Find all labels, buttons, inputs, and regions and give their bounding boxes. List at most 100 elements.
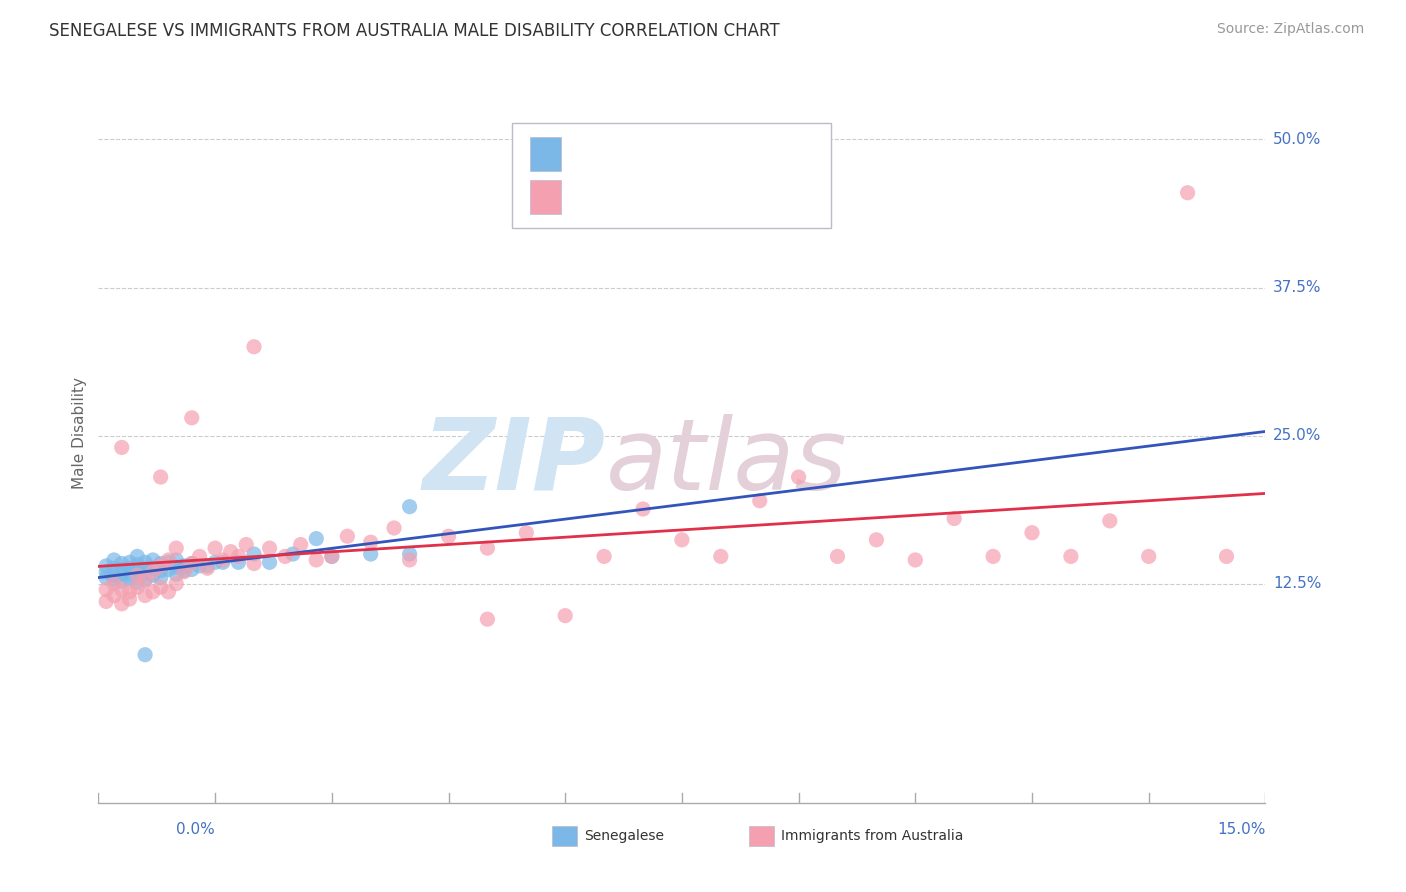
Point [212, 555, 235, 569]
Point [134, 573, 156, 587]
Point [103, 573, 125, 587]
Point [149, 558, 172, 573]
Point [195, 558, 218, 573]
Point [943, 511, 966, 525]
Point [228, 549, 250, 564]
Point [134, 566, 156, 580]
Point [188, 549, 211, 564]
Point [142, 553, 165, 567]
Point [142, 561, 165, 575]
Point [477, 541, 499, 555]
Point [165, 560, 187, 574]
Point [274, 549, 297, 564]
Point [118, 592, 141, 607]
Point [477, 612, 499, 626]
Point [111, 562, 134, 576]
Point [157, 553, 180, 567]
Text: 12.5%: 12.5% [1274, 576, 1322, 591]
Point [173, 558, 195, 573]
Point [96, 571, 118, 585]
Point [243, 557, 266, 571]
Point [127, 558, 149, 572]
Point [290, 537, 312, 551]
Point [142, 568, 165, 582]
Point [111, 582, 134, 597]
Point [134, 561, 156, 575]
Point [157, 555, 180, 569]
Point [398, 553, 420, 567]
Text: 50.0%: 50.0% [1274, 132, 1322, 147]
Point [336, 529, 359, 543]
Point [157, 585, 180, 599]
Point [118, 572, 141, 586]
Point [865, 533, 887, 547]
Point [671, 533, 693, 547]
Point [180, 557, 202, 571]
Point [165, 541, 187, 555]
Point [1060, 549, 1083, 564]
Text: Senegalese: Senegalese [585, 829, 664, 843]
Text: R = 0.032   N = 53: R = 0.032 N = 53 [572, 145, 730, 163]
Y-axis label: Male Disability: Male Disability [72, 376, 87, 489]
Point [515, 525, 537, 540]
Point [398, 500, 420, 514]
Point [134, 648, 156, 662]
Point [118, 555, 141, 569]
Point [1215, 549, 1237, 564]
Point [243, 547, 266, 561]
Point [382, 521, 405, 535]
Text: Immigrants from Australia: Immigrants from Australia [782, 829, 963, 843]
Text: R = 0.496   N = 65: R = 0.496 N = 65 [572, 188, 730, 206]
Point [710, 549, 733, 564]
Point [1137, 549, 1160, 564]
Point [134, 555, 156, 569]
Point [195, 561, 218, 575]
Text: Source: ZipAtlas.com: Source: ZipAtlas.com [1216, 22, 1364, 37]
Point [1098, 514, 1121, 528]
Point [149, 470, 172, 484]
Point [827, 549, 849, 564]
Point [398, 547, 420, 561]
Point [631, 502, 654, 516]
Point [96, 594, 118, 608]
Point [321, 549, 343, 564]
Point [212, 553, 235, 567]
Point [904, 553, 927, 567]
Point [118, 585, 141, 599]
Point [748, 493, 770, 508]
Point [321, 549, 343, 564]
Point [142, 585, 165, 599]
Point [165, 567, 187, 582]
Point [437, 529, 460, 543]
Point [173, 564, 195, 578]
Point [127, 564, 149, 578]
Text: 37.5%: 37.5% [1274, 280, 1322, 295]
Point [180, 562, 202, 576]
Point [1177, 186, 1199, 200]
Point [127, 568, 149, 582]
Point [103, 576, 125, 591]
Point [259, 541, 281, 555]
Point [149, 571, 172, 585]
Point [111, 441, 134, 455]
Point [281, 547, 304, 561]
Point [165, 576, 187, 591]
Point [259, 555, 281, 569]
Point [103, 553, 125, 567]
Point [111, 597, 134, 611]
Point [1021, 525, 1043, 540]
Point [173, 565, 195, 579]
Point [981, 549, 1004, 564]
Point [103, 561, 125, 575]
Point [111, 557, 134, 571]
Point [96, 558, 118, 573]
Text: 25.0%: 25.0% [1274, 428, 1322, 443]
Point [305, 532, 328, 546]
Point [228, 555, 250, 569]
Point [157, 562, 180, 576]
Point [204, 541, 226, 555]
Point [134, 573, 156, 587]
Point [127, 549, 149, 564]
Text: 15.0%: 15.0% [1218, 822, 1265, 838]
Point [360, 535, 382, 549]
